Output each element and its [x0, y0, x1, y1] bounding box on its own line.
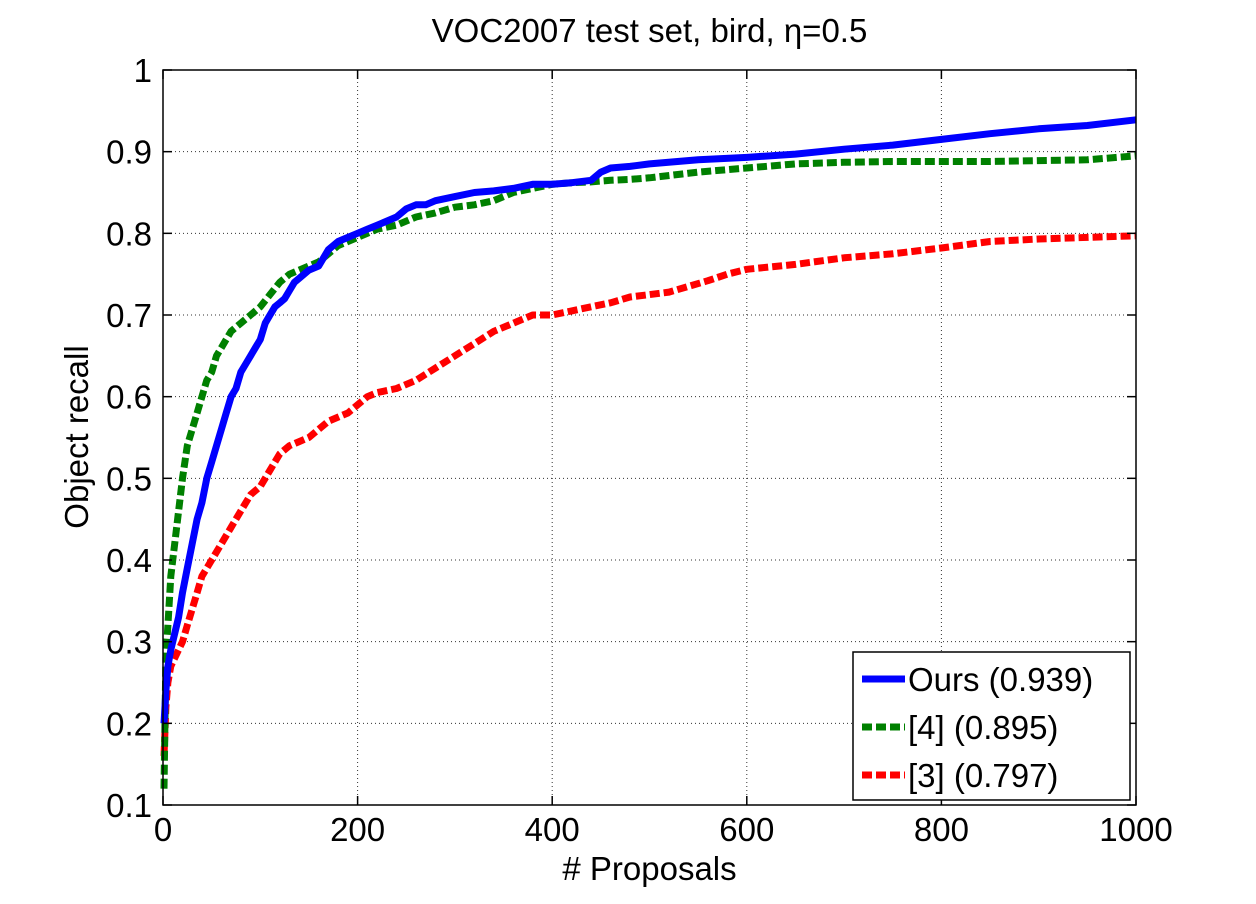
- x-tick-label: 800: [914, 811, 969, 848]
- y-tick-label: 1: [134, 52, 152, 89]
- x-tick-label: 1000: [1099, 811, 1172, 848]
- y-axis-label: Object recall: [58, 345, 95, 528]
- legend-label-ref4: [4] (0.895): [908, 709, 1058, 746]
- y-tick-label: 0.7: [106, 297, 152, 334]
- y-tick-label: 0.9: [106, 134, 152, 171]
- y-tick-label: 0.6: [106, 379, 152, 416]
- y-tick-label: 0.2: [106, 705, 152, 742]
- chart-title: VOC2007 test set, bird, η=0.5: [432, 12, 868, 49]
- axis-ticks: 0 200 400 600 800 1000 0.1 0.2 0.3 0.4 0.5 0.6 0.7 0.…: [106, 52, 1173, 848]
- plot-frame: [162, 69, 1137, 806]
- x-tick-label: 200: [330, 811, 385, 848]
- x-axis-label: # Proposals: [562, 850, 736, 887]
- y-tick-label: 0.1: [106, 787, 152, 824]
- legend-label-ours: Ours (0.939): [908, 661, 1093, 698]
- legend: Ours (0.939) [4] (0.895) [3] (0.797): [852, 651, 1131, 801]
- x-tick-label: 0: [154, 811, 172, 848]
- series-line-ours: [160, 116, 1137, 724]
- y-tick-label: 0.8: [106, 215, 152, 252]
- series-lines: [160, 116, 1137, 789]
- series-line-ref3: [160, 232, 1137, 757]
- y-tick-label: 0.5: [106, 460, 152, 497]
- x-tick-label: 600: [719, 811, 774, 848]
- y-tick-label: 0.4: [106, 542, 152, 579]
- legend-label-ref3: [3] (0.797): [908, 757, 1058, 794]
- y-tick-label: 0.3: [106, 624, 152, 661]
- x-tick-label: 400: [525, 811, 580, 848]
